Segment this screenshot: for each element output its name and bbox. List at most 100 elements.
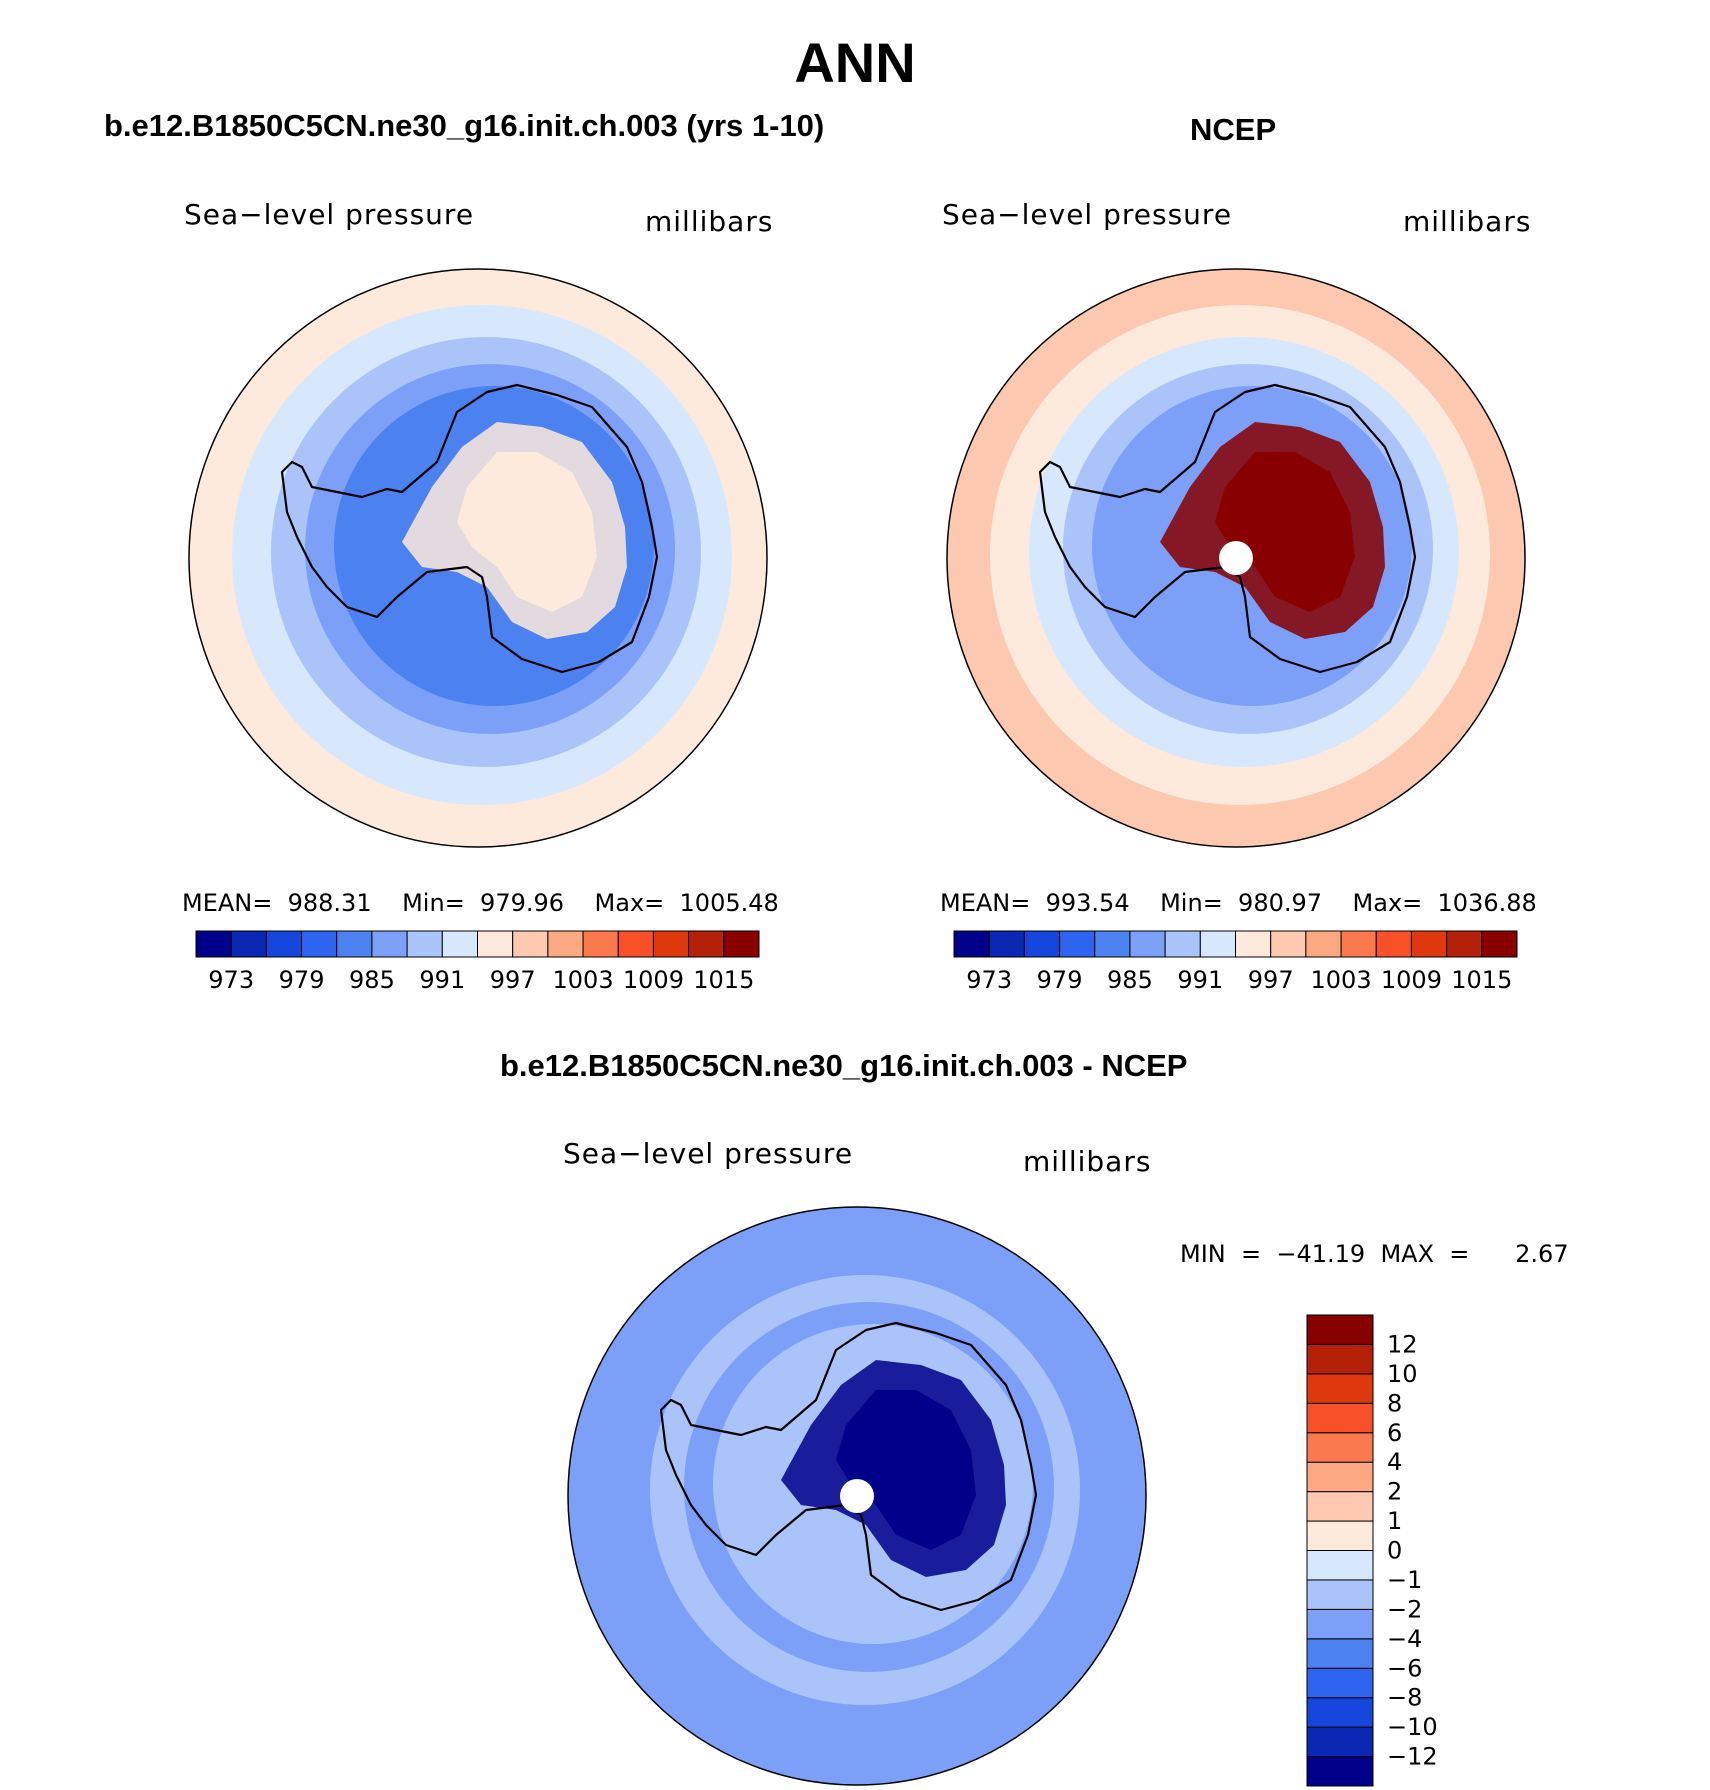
diff-colorbar-tick-label: 6 xyxy=(1387,1419,1402,1447)
model-colorbar-box-9 xyxy=(512,930,549,958)
diff-colorbar-tick-label: −10 xyxy=(1387,1713,1438,1741)
model-colorbar-tick-label: 991 xyxy=(419,966,465,994)
diff-map-boundary xyxy=(567,1206,1147,1786)
model-stats: MEAN= 988.31 Min= 979.96 Max= 1005.48 xyxy=(182,889,779,917)
model-colorbar-box-5 xyxy=(371,930,408,958)
obs-colorbar-box-1 xyxy=(988,930,1025,958)
obs-colorbar-tick-label: 985 xyxy=(1107,966,1153,994)
obs-colorbar-box-3 xyxy=(1059,930,1096,958)
diff-colorbar-box-12 xyxy=(1306,1402,1374,1434)
diff-pole-marker xyxy=(840,1479,874,1513)
obs-colorbar-tick-label: 1009 xyxy=(1381,966,1442,994)
diff-colorbar-box-9 xyxy=(1306,1491,1374,1522)
diff-colorbar-box-7 xyxy=(1306,1550,1374,1581)
model-field xyxy=(189,269,767,847)
diff-colorbar-box-4 xyxy=(1306,1638,1374,1669)
diff-colorbar-box-6 xyxy=(1306,1579,1374,1610)
obs-variable-label: Sea−level pressure xyxy=(942,198,1233,231)
model-colorbar-box-0 xyxy=(195,930,232,958)
diff-colorbar-box-3 xyxy=(1306,1667,1374,1699)
model-colorbar-box-10 xyxy=(547,930,584,958)
obs-colorbar-tick-label: 991 xyxy=(1177,966,1223,994)
model-colorbar-box-7 xyxy=(441,930,478,958)
model-colorbar-box-1 xyxy=(230,930,267,958)
model-colorbar-box-12 xyxy=(617,930,654,958)
diff-colorbar-box-5 xyxy=(1306,1608,1374,1640)
obs-colorbar-tick-label: 997 xyxy=(1248,966,1294,994)
diff-colorbar-box-1 xyxy=(1306,1726,1374,1758)
obs-colorbar-box-12 xyxy=(1375,930,1412,958)
obs-colorbar-box-5 xyxy=(1129,930,1166,958)
obs-polar-map xyxy=(946,268,1526,848)
model-colorbar: 973 979 985 991 997 1003 1009 1015 xyxy=(195,930,760,994)
diff-colorbar-tick-label: −12 xyxy=(1387,1743,1438,1771)
diff-coastline xyxy=(659,1321,1038,1612)
model-variable-label: Sea−level pressure xyxy=(184,198,475,231)
model-colorbar-box-3 xyxy=(301,930,338,958)
diff-colorbar-tick-label: 8 xyxy=(1387,1389,1402,1417)
diff-colorbar-tick-label: −2 xyxy=(1387,1595,1422,1623)
obs-colorbar-box-9 xyxy=(1270,930,1307,958)
model-colorbar-box-13 xyxy=(652,930,690,958)
diff-colorbar-box-13 xyxy=(1306,1373,1374,1404)
obs-colorbar-box-13 xyxy=(1410,930,1448,958)
obs-units-label: millibars xyxy=(1403,205,1532,238)
model-colorbar-box-11 xyxy=(582,930,619,958)
model-colorbar-tick-label: 985 xyxy=(349,966,395,994)
model-colorbar-box-2 xyxy=(265,930,303,958)
diff-polar-map xyxy=(567,1206,1147,1786)
obs-colorbar-box-11 xyxy=(1340,930,1377,958)
obs-colorbar-box-8 xyxy=(1235,930,1272,958)
obs-colorbar-box-0 xyxy=(953,930,990,958)
model-map-boundary xyxy=(188,268,768,848)
diff-colorbar-tick-label: 10 xyxy=(1387,1360,1418,1388)
model-colorbar-box-15 xyxy=(723,930,760,958)
model-colorbar-tick-label: 1015 xyxy=(693,966,754,994)
model-colorbar-box-6 xyxy=(406,930,443,958)
obs-coastline xyxy=(1038,383,1417,674)
diff-stats: MIN = −41.19 MAX = 2.67 xyxy=(1180,1240,1569,1268)
figure-title: ANN xyxy=(794,31,916,94)
model-core-field xyxy=(457,452,597,612)
obs-colorbar-box-10 xyxy=(1305,930,1342,958)
diff-colorbar-box-8 xyxy=(1306,1520,1374,1551)
diff-colorbar-box-0 xyxy=(1306,1756,1374,1787)
obs-panel-title: NCEP xyxy=(1190,112,1277,147)
model-polar-map xyxy=(188,268,768,848)
diff-units-label: millibars xyxy=(1023,1145,1152,1178)
obs-stats: MEAN= 993.54 Min= 980.97 Max= 1036.88 xyxy=(940,889,1537,917)
diff-colorbar-tick-label: 4 xyxy=(1387,1448,1402,1476)
obs-colorbar-tick-label: 1015 xyxy=(1451,966,1512,994)
obs-colorbar-box-7 xyxy=(1199,930,1236,958)
diff-colorbar-tick-label: −6 xyxy=(1387,1654,1422,1682)
diff-colorbar-box-10 xyxy=(1306,1461,1374,1493)
diff-colorbar-tick-label: 1 xyxy=(1387,1507,1402,1535)
model-colorbar-tick-label: 973 xyxy=(208,966,254,994)
diff-colorbar-box-2 xyxy=(1306,1697,1374,1728)
obs-colorbar-tick-label: 973 xyxy=(966,966,1012,994)
diff-panel-title: b.e12.B1850C5CN.ne30_g16.init.ch.003 - N… xyxy=(500,1048,1188,1083)
diff-variable-label: Sea−level pressure xyxy=(563,1137,854,1170)
model-panel-title: b.e12.B1850C5CN.ne30_g16.init.ch.003 (yr… xyxy=(104,108,825,143)
obs-pole-marker xyxy=(1219,541,1253,575)
obs-colorbar-box-14 xyxy=(1446,930,1483,958)
obs-colorbar-box-6 xyxy=(1164,930,1201,958)
obs-colorbar-box-2 xyxy=(1023,930,1061,958)
obs-map-boundary xyxy=(946,268,1526,848)
model-units-label: millibars xyxy=(645,205,774,238)
model-colorbar-tick-label: 997 xyxy=(490,966,536,994)
model-colorbar-box-14 xyxy=(688,930,725,958)
model-colorbar-tick-label: 1003 xyxy=(553,966,614,994)
diff-colorbar-tick-label: −4 xyxy=(1387,1625,1422,1653)
diff-core-field xyxy=(836,1390,976,1550)
obs-core-field xyxy=(1215,452,1355,612)
model-coastline xyxy=(280,383,659,674)
model-colorbar-box-8 xyxy=(477,930,514,958)
diff-colorbar-box-11 xyxy=(1306,1432,1374,1463)
obs-colorbar-box-15 xyxy=(1481,930,1518,958)
diff-colorbar-tick-label: −8 xyxy=(1387,1684,1422,1712)
obs-colorbar: 973 979 985 991 997 1003 1009 1015 xyxy=(953,930,1518,994)
diff-colorbar-tick-label: 12 xyxy=(1387,1330,1418,1358)
obs-colorbar-tick-label: 1003 xyxy=(1311,966,1372,994)
